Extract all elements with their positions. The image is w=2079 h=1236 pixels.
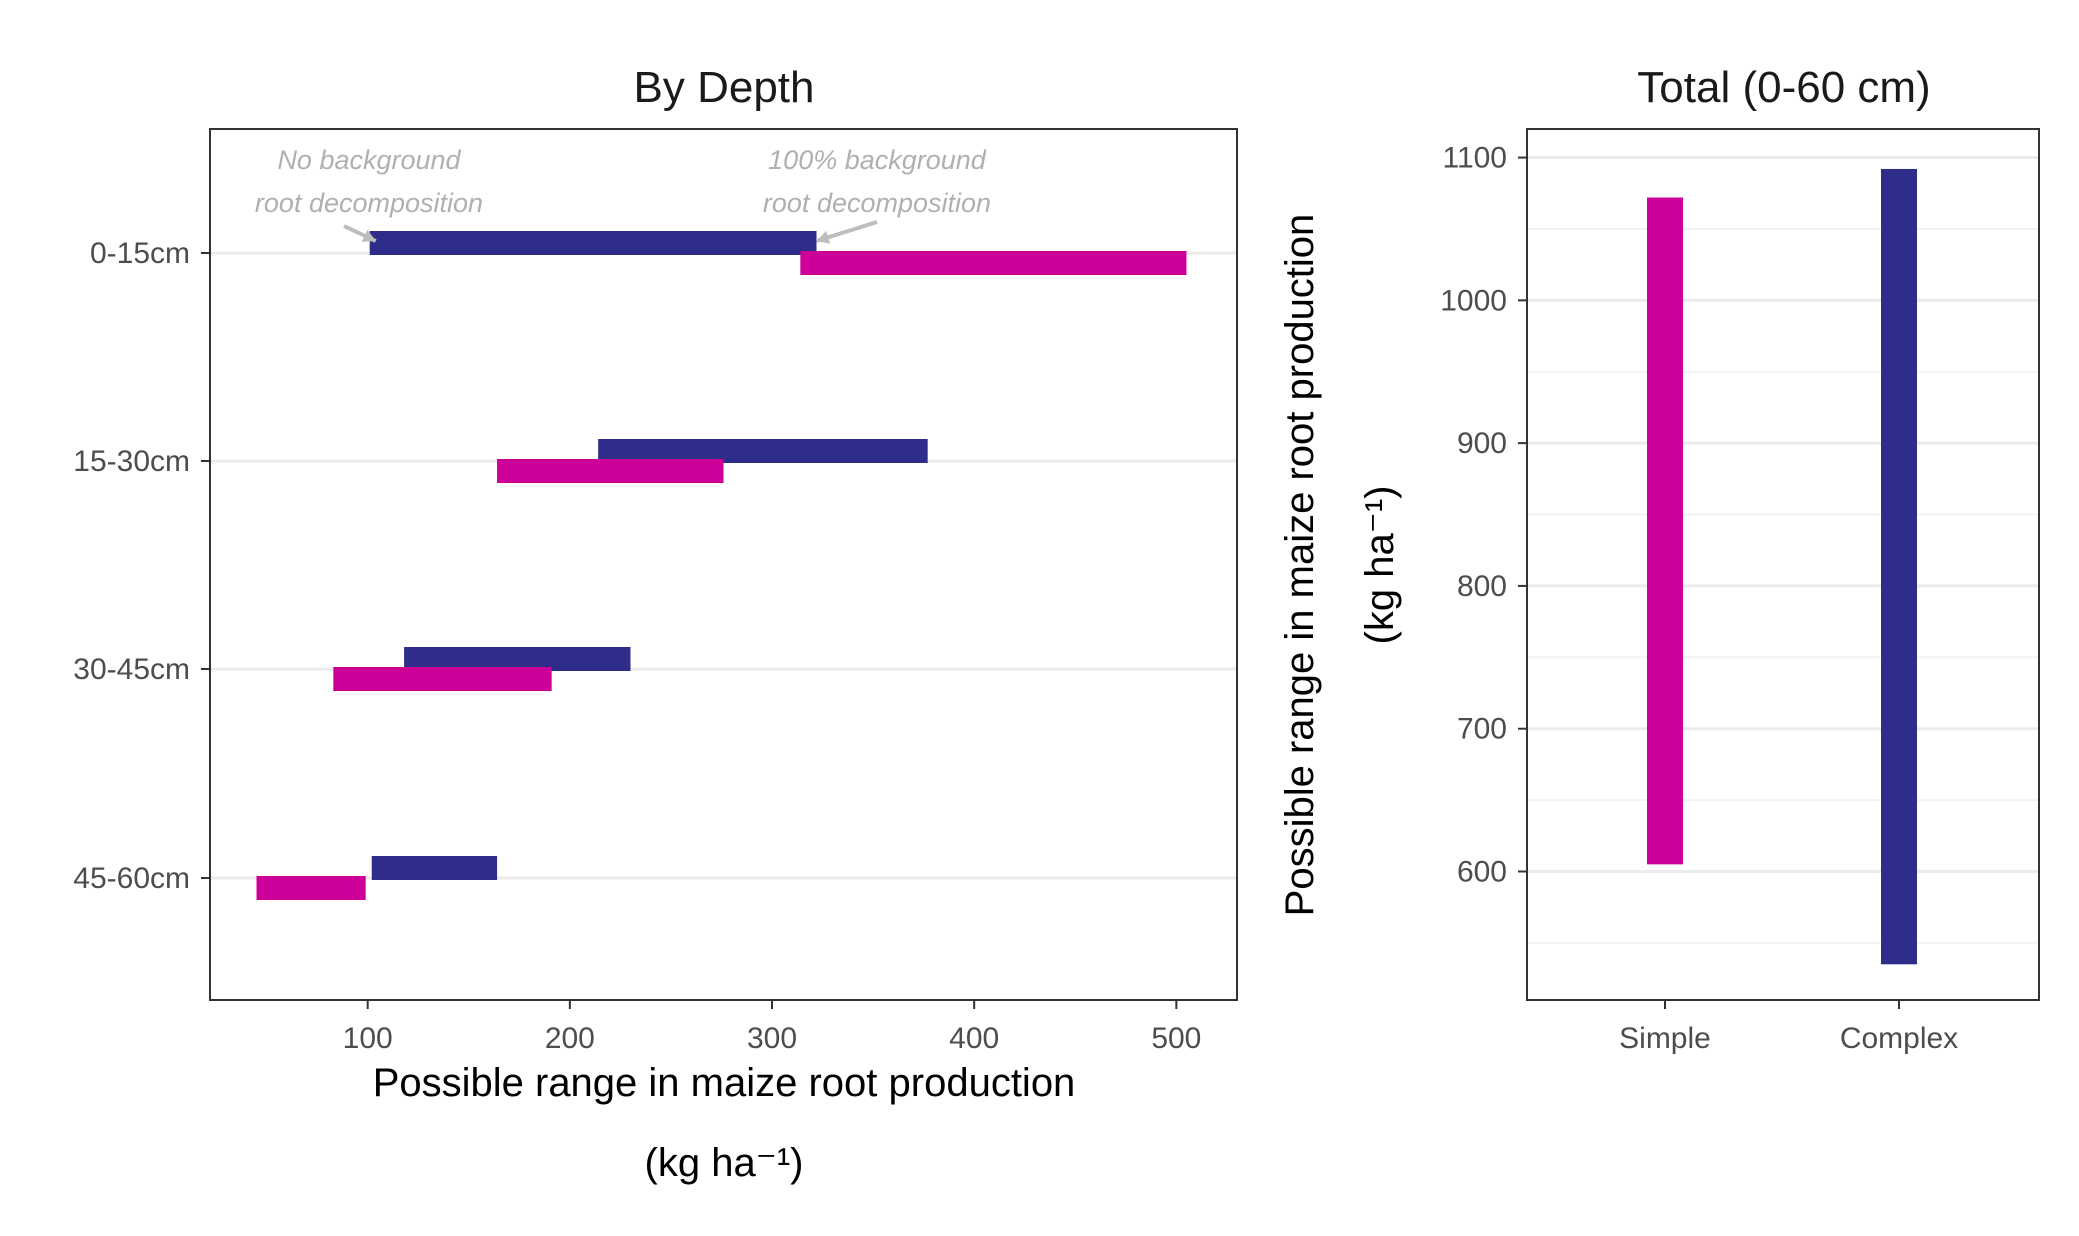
total-x-tick-label: Simple	[1619, 1022, 1711, 1055]
annotation-arrow-left-head	[361, 229, 376, 242]
magenta-range-bar-15-30cm	[497, 459, 724, 483]
annotation-arrow-right-head	[816, 230, 831, 244]
depth-y-tick-label: 15-30cm	[73, 445, 190, 478]
annotation-line1: 100% background	[768, 145, 987, 175]
magenta-range-bar-45-60cm	[256, 876, 366, 900]
total-y-axis-unit: (kg ha⁻¹)	[1358, 486, 1402, 645]
depth-x-tick-label: 500	[1151, 1022, 1201, 1055]
depth-panel-border	[209, 128, 1238, 1001]
depth-x-axis-title: Possible range in maize root production	[373, 1061, 1076, 1105]
total-y-tick-label: 600	[1457, 855, 1507, 888]
annotation-line2: root decomposition	[763, 188, 991, 218]
depth-y-tick-label: 0-15cm	[90, 237, 190, 270]
total-y-tick-label: 800	[1457, 570, 1507, 603]
total-panel-border	[1526, 128, 2040, 1001]
total-x-tick-label: Complex	[1840, 1022, 1958, 1055]
total-panel: Total (0-60 cm) Simple Complex 600 700 800 9…	[1278, 63, 2040, 1055]
total-y-tick-label: 900	[1457, 427, 1507, 460]
total-y-axis-title: Possible range in maize root production	[1278, 214, 1322, 917]
total-panel-title: Total (0-60 cm)	[1637, 63, 1930, 112]
annotation-line2: root decomposition	[255, 188, 483, 218]
navy-range-bar-0-15cm	[369, 231, 817, 255]
depth-x-tick-label: 200	[545, 1022, 595, 1055]
depth-x-tick-label: 100	[343, 1022, 393, 1055]
annotation-line1: No background	[277, 145, 461, 175]
depth-y-tick-label: 30-45cm	[73, 653, 190, 686]
magenta-range-bar-30-45cm	[333, 667, 552, 691]
total-range-bar-complex	[1881, 168, 1917, 965]
total-range-bar-simple	[1647, 197, 1683, 865]
total-y-tick-label: 1000	[1440, 284, 1507, 317]
depth-panel-title: By Depth	[634, 63, 815, 112]
total-y-tick-label: 700	[1457, 713, 1507, 746]
total-y-tick-label: 1100	[1442, 142, 1507, 175]
depth-panel: By Depth No background root decomposition…	[73, 63, 1238, 1185]
depth-y-tick-label: 45-60cm	[73, 862, 190, 895]
navy-range-bar-45-60cm	[371, 856, 498, 880]
depth-x-tick-label: 300	[747, 1022, 797, 1055]
magenta-range-bar-0-15cm	[800, 251, 1187, 275]
depth-x-axis-unit: (kg ha⁻¹)	[645, 1141, 804, 1185]
depth-x-tick-label: 400	[949, 1022, 999, 1055]
